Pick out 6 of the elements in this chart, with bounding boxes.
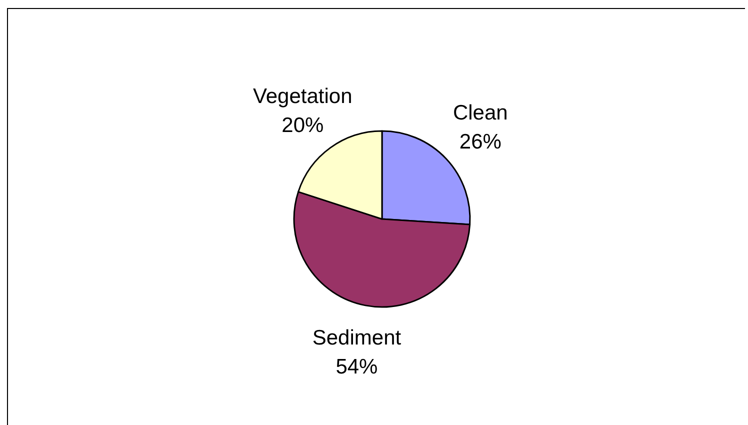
- slice-label: Sediment: [312, 326, 402, 350]
- data-label: 26%: [459, 130, 502, 154]
- slice-label: Vegetation: [253, 84, 352, 108]
- slice-label: Clean: [452, 102, 508, 125]
- data-label: 20%: [282, 114, 324, 137]
- data-label: 54%: [336, 356, 378, 379]
